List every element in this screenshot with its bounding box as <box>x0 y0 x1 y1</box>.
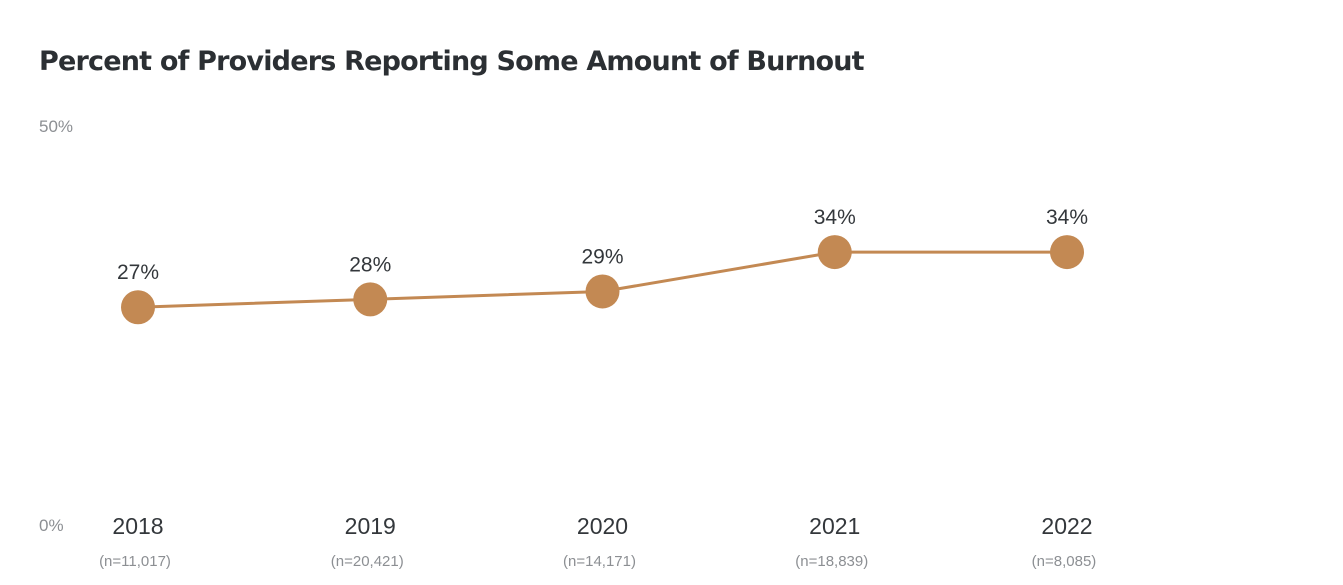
data-label: 29% <box>581 245 623 268</box>
x-tick-label: 2021 <box>809 513 860 539</box>
x-tick-sublabel: (n=11,017) <box>99 553 171 570</box>
x-axis: 2018 (n=11,017) 2019 (n=20,421) 2020 (n=14,17… <box>99 513 1096 570</box>
x-tick-sublabel: (n=20,421) <box>331 553 404 570</box>
x-tick-label: 2022 <box>1041 513 1092 539</box>
data-point <box>817 235 852 270</box>
y-tick-label: 0% <box>39 516 64 535</box>
data-label: 27% <box>117 261 159 284</box>
series-layer: 27% 28% 29% 34% 34% <box>117 206 1088 325</box>
x-tick-sublabel: (n=18,839) <box>795 553 868 570</box>
data-label: 28% <box>349 253 391 276</box>
x-tick-sublabel: (n=14,171) <box>563 553 636 570</box>
data-label: 34% <box>1046 206 1088 229</box>
y-tick-label: 50% <box>39 117 73 136</box>
data-point <box>585 274 620 309</box>
x-tick-label: 2020 <box>577 513 628 539</box>
data-label: 34% <box>814 206 856 229</box>
x-tick-sublabel: (n=8,085) <box>1032 553 1097 570</box>
x-tick-label: 2018 <box>112 513 163 539</box>
x-tick-label: 2019 <box>345 513 396 539</box>
y-axis: 50% 0% <box>39 117 73 535</box>
data-point <box>1050 235 1084 270</box>
chart-title: Percent of Providers Reporting Some Amou… <box>39 46 865 77</box>
data-point <box>353 282 388 317</box>
data-point <box>121 290 155 325</box>
